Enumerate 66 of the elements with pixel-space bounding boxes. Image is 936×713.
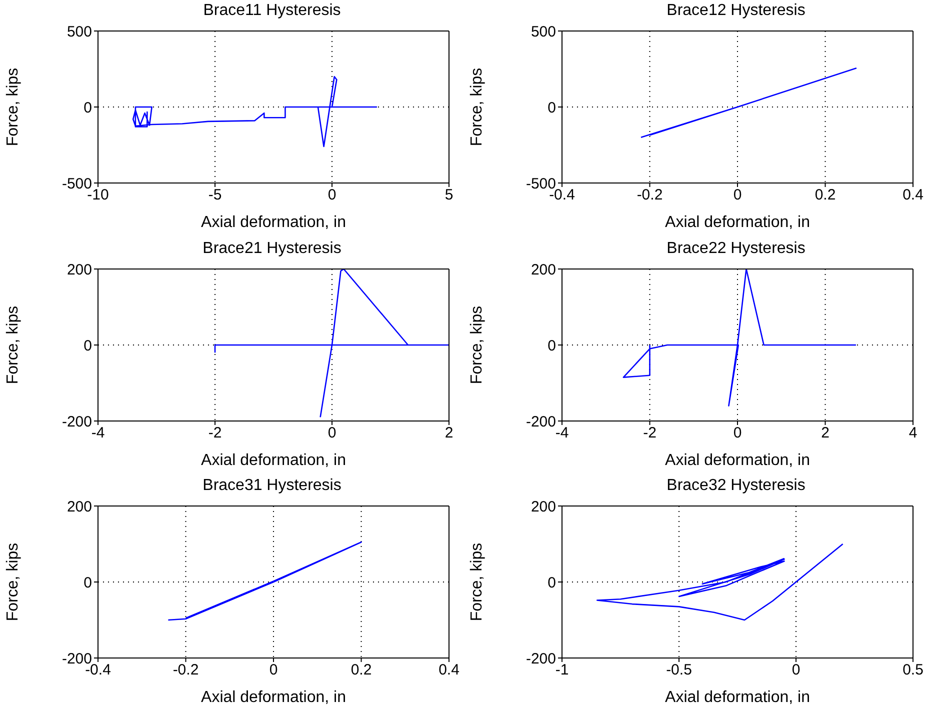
- y-tick-label: 0: [548, 99, 556, 116]
- x-tick-label: 5: [444, 186, 454, 204]
- chart-title: Brace32 Hysteresis: [666, 477, 806, 496]
- y-axis-title: Force, kips: [468, 306, 486, 384]
- x-tick-label: -4: [91, 424, 105, 442]
- x-tick-label: 0.4: [438, 662, 460, 679]
- x-tick-label: 0: [792, 662, 800, 679]
- y-tick-label: -200: [62, 650, 92, 668]
- x-axis-title: Axial deformation, in: [665, 689, 810, 706]
- line-series: [168, 542, 362, 621]
- y-tick-label: -200: [526, 412, 556, 430]
- x-axis-title: Axial deformation, in: [201, 452, 346, 469]
- x-tick-label: 0: [328, 424, 336, 442]
- y-axis-title: Force, kips: [4, 68, 22, 146]
- x-tick-label: 4: [908, 424, 918, 442]
- y-tick-label: 200: [530, 260, 556, 278]
- chart-title: Brace31 Hysteresis: [202, 477, 342, 496]
- x-tick-label: -0.5: [666, 662, 692, 679]
- y-tick-label: 500: [530, 23, 556, 40]
- x-tick-label: -4: [555, 424, 569, 442]
- y-axis-title: Force, kips: [468, 68, 486, 146]
- x-tick-label: 0: [733, 186, 742, 204]
- y-tick-label: 200: [66, 260, 92, 278]
- x-tick-label: -0.2: [636, 186, 663, 204]
- x-axis-title: Axial deformation, in: [665, 214, 810, 231]
- x-tick-label: 0: [328, 186, 336, 204]
- x-tick-label: 0.4: [902, 186, 924, 204]
- x-tick-label: 0: [733, 424, 742, 442]
- y-tick-label: 0: [84, 99, 92, 116]
- x-tick-label: -0.2: [172, 662, 199, 679]
- x-tick-label: 0.2: [814, 186, 836, 204]
- chart-title: Brace21 Hysteresis: [202, 240, 342, 259]
- y-axis-title: Force, kips: [4, 306, 22, 384]
- line-series: [132, 76, 378, 148]
- chart-title: Brace11 Hysteresis: [202, 2, 342, 21]
- y-tick-label: 200: [530, 498, 556, 516]
- y-tick-label: 0: [84, 336, 92, 354]
- y-tick-label: 200: [66, 498, 92, 516]
- x-tick-label: 0: [269, 662, 278, 679]
- x-tick-label: -2: [643, 424, 656, 442]
- y-tick-label: 0: [548, 574, 556, 592]
- chart-title: Brace12 Hysteresis: [666, 2, 806, 21]
- line-series: [596, 544, 844, 621]
- line-series: [622, 268, 857, 406]
- y-tick-label: 500: [66, 23, 92, 40]
- y-tick-label: -500: [62, 175, 92, 192]
- x-axis-title: Axial deformation, in: [665, 452, 810, 469]
- x-tick-label: -5: [208, 186, 222, 204]
- y-tick-label: -200: [526, 650, 556, 668]
- x-tick-label: -1: [555, 662, 569, 679]
- x-tick-label: -2: [208, 424, 222, 442]
- line-series: [640, 68, 857, 138]
- y-axis-title: Force, kips: [468, 543, 486, 622]
- y-tick-label: -500: [526, 175, 556, 192]
- x-axis-title: Axial deformation, in: [201, 689, 346, 706]
- x-tick-label: 0.2: [350, 662, 372, 679]
- x-axis-title: Axial deformation, in: [201, 214, 346, 231]
- y-axis-title: Force, kips: [4, 543, 22, 622]
- y-tick-label: 0: [84, 574, 92, 592]
- y-tick-label: 0: [548, 336, 556, 354]
- x-tick-label: 2: [444, 424, 454, 442]
- x-tick-label: 0.5: [902, 662, 924, 679]
- y-tick-label: -200: [62, 412, 92, 430]
- line-series: [214, 268, 449, 418]
- chart-title: Brace22 Hysteresis: [666, 240, 806, 259]
- x-tick-label: 2: [821, 424, 830, 442]
